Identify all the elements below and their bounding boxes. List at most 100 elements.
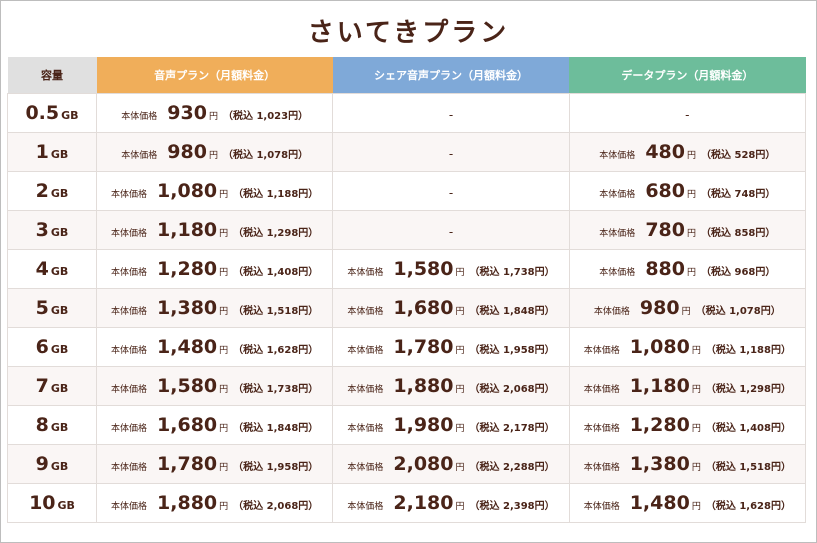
- capacity-unit: GB: [50, 421, 69, 434]
- tax-value: 1,848: [266, 423, 299, 434]
- yen-unit: 円: [686, 229, 696, 239]
- yen-unit: 円: [455, 307, 465, 317]
- voice-price-cell: 本体価格 1,380 円 （税込 1,518円）: [95, 288, 334, 328]
- yen-unit: 円: [219, 424, 229, 434]
- yen-unit: 円: [691, 502, 701, 512]
- tax-included-price: （税込 748円）: [701, 189, 775, 200]
- yen-unit: 円: [455, 268, 465, 278]
- tax-included-price: （税込 2,068円）: [233, 501, 318, 512]
- tax-prefix: （税込: [233, 189, 267, 200]
- yen-unit: 円: [219, 229, 229, 239]
- tax-included-price: （税込 1,188円）: [706, 345, 791, 356]
- capacity-cell: 10 GB: [7, 483, 97, 523]
- tax-included-price: （税込 1,958円）: [233, 462, 318, 473]
- tax-prefix: （税込: [469, 423, 503, 434]
- tax-suffix: 円）: [288, 150, 309, 161]
- capacity-value: 2: [35, 180, 49, 202]
- tax-suffix: 円）: [534, 384, 555, 395]
- tax-included-price: （税込 1,518円）: [706, 462, 791, 473]
- capacity-unit: GB: [57, 499, 75, 512]
- data-price-cell: 本体価格 1,480 円 （税込 1,628円）: [568, 483, 807, 523]
- voice-price-cell: 本体価格 930 円 （税込 1,023円）: [95, 93, 334, 133]
- share-price-cell: 本体価格 1,980 円 （税込 2,178円）: [332, 405, 570, 445]
- yen-unit: 円: [219, 385, 229, 395]
- tax-value: 748: [734, 189, 756, 200]
- capacity-value: 5: [35, 297, 49, 319]
- body-price-label: 本体価格: [347, 346, 384, 356]
- body-price-label: 本体価格: [111, 268, 148, 278]
- tax-value: 1,408: [266, 267, 299, 278]
- tax-value: 1,078: [729, 306, 761, 317]
- tax-value: 2,398: [502, 501, 535, 512]
- data-price-cell: 本体価格 1,080 円 （税込 1,188円）: [568, 327, 807, 367]
- tax-prefix: （税込: [233, 228, 267, 239]
- table-row: 1 GB 本体価格 980 円（税込 1,078円） - 本体価格 480 円（税込 528円）: [7, 132, 807, 172]
- tax-prefix: （税込: [705, 462, 740, 473]
- tax-prefix: （税込: [233, 501, 267, 512]
- tax-value: 1,078: [256, 150, 289, 161]
- tax-suffix: 円）: [298, 462, 319, 473]
- body-price-label: 本体価格: [111, 463, 148, 473]
- data-price-cell: 本体価格 780 円 （税込 858円）: [568, 210, 807, 250]
- base-price: 1,280: [157, 258, 218, 280]
- base-price: 930: [167, 102, 207, 124]
- tax-suffix: 円）: [298, 228, 319, 239]
- data-price-cell: 本体価格 1,380 円 （税込 1,518円）: [568, 444, 807, 484]
- capacity-value: 1: [35, 141, 49, 163]
- base-price: 1,780: [157, 453, 218, 475]
- tax-prefix: （税込: [701, 267, 735, 278]
- yen-unit: 円: [455, 502, 465, 512]
- tax-suffix: 円）: [534, 345, 555, 356]
- tax-suffix: 円）: [534, 423, 555, 434]
- header-data-plan: データプラン（月額料金）: [569, 57, 806, 94]
- body-price-label: 本体価格: [347, 463, 384, 473]
- capacity-value: 7: [35, 375, 49, 397]
- base-price: 980: [167, 141, 207, 163]
- tax-included-price: （税込 2,178円）: [470, 423, 555, 434]
- base-price: 480: [645, 141, 685, 163]
- tax-prefix: （税込: [469, 501, 503, 512]
- voice-price-cell: 本体価格 1,280 円 （税込 1,408円）: [95, 249, 334, 289]
- table-row: 10 GB 本体価格 1,880 円（税込 2,068円） 本体価格 2,180 円（税込 2…: [7, 483, 807, 523]
- body-price-label: 本体価格: [583, 424, 620, 434]
- tax-prefix: （税込: [469, 462, 503, 473]
- page-title: さいてきプラン: [307, 18, 510, 48]
- tax-included-price: （税込 1,628円）: [706, 501, 791, 512]
- tax-suffix: 円）: [298, 423, 319, 434]
- yen-unit: 円: [208, 112, 218, 122]
- voice-price-cell: 本体価格 1,780 円 （税込 1,958円）: [95, 444, 334, 484]
- tax-prefix: （税込: [705, 501, 740, 512]
- tax-prefix: （税込: [695, 306, 730, 317]
- capacity-cell: 3 GB: [7, 210, 97, 250]
- tax-included-price: （税込 528円）: [701, 150, 775, 161]
- tax-included-price: （税込 1,738円）: [233, 384, 318, 395]
- body-price-label: 本体価格: [599, 229, 636, 239]
- voice-price-cell: 本体価格 1,680 円 （税込 1,848円）: [95, 405, 334, 445]
- capacity-cell: 6 GB: [7, 327, 97, 367]
- body-price-label: 本体価格: [111, 424, 148, 434]
- tax-prefix: （税込: [701, 150, 735, 161]
- data-price-cell: 本体価格 680 円 （税込 748円）: [568, 171, 807, 211]
- data-price-cell: 本体価格 1,280 円 （税込 1,408円）: [568, 405, 807, 445]
- tax-suffix: 円）: [288, 111, 309, 122]
- tax-suffix: 円）: [534, 267, 555, 278]
- tax-included-price: （税込 1,738円）: [470, 267, 555, 278]
- base-price: 1,880: [393, 375, 454, 397]
- share-price-cell: -: [332, 171, 570, 211]
- tax-value: 968: [734, 267, 756, 278]
- tax-suffix: 円）: [760, 306, 781, 317]
- table-row: 3 GB 本体価格 1,180 円（税込 1,298円） - 本体価格 780 円（税込 858…: [7, 210, 807, 250]
- tax-value: 1,408: [739, 423, 771, 434]
- tax-value: 1,738: [266, 384, 299, 395]
- tax-included-price: （税込 2,288円）: [470, 462, 555, 473]
- tax-included-price: （税込 1,408円）: [233, 267, 318, 278]
- body-price-label: 本体価格: [583, 502, 620, 512]
- yen-unit: 円: [455, 424, 465, 434]
- table-row: 8 GB 本体価格 1,680 円（税込 1,848円） 本体価格 1,980 円（税込 2,…: [7, 405, 807, 445]
- table-row: 0.5 GB 本体価格 930 円 （税込 1,023円） - -: [7, 93, 807, 133]
- tax-suffix: 円）: [770, 462, 791, 473]
- capacity-cell: 2 GB: [7, 171, 97, 211]
- tax-included-price: （税込 1,078円）: [223, 150, 308, 161]
- header-share-voice-plan: シェア音声プラン（月額料金）: [332, 57, 570, 94]
- base-price: 1,080: [629, 336, 690, 358]
